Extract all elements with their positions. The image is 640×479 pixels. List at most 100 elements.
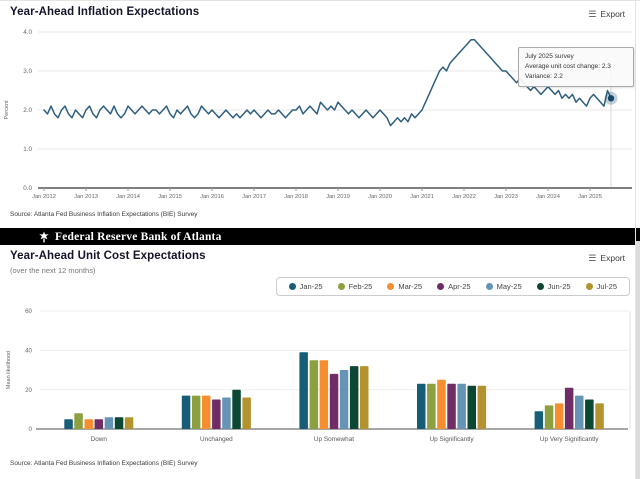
- bar-jul-25-up-very-significantly[interactable]: [595, 403, 604, 429]
- svg-text:20: 20: [25, 387, 32, 394]
- top-export-button[interactable]: ☰ Export: [585, 7, 628, 21]
- legend-label: Jul-25: [596, 282, 617, 291]
- svg-text:Jan 2012: Jan 2012: [32, 194, 56, 200]
- bar-jul-25-down[interactable]: [124, 417, 134, 429]
- svg-text:4.0: 4.0: [23, 29, 32, 36]
- inflation-expectations-line[interactable]: [43, 39, 612, 127]
- bar-may-25-down[interactable]: [104, 417, 114, 429]
- legend-dot-icon: [437, 283, 445, 290]
- bar-apr-25-unchanged[interactable]: [212, 399, 221, 430]
- bar-apr-25-up-very-significantly[interactable]: [564, 387, 574, 429]
- bar-y-axis-title: Mean likelihood: [6, 351, 12, 389]
- bar-jun-25-up-significantly[interactable]: [467, 385, 477, 429]
- svg-text:0.0: 0.0: [23, 185, 32, 192]
- bar-feb-25-unchanged[interactable]: [191, 395, 201, 429]
- legend-item-mar-25[interactable]: Mar-25: [387, 282, 422, 291]
- legend-item-feb-25[interactable]: Feb-25: [337, 282, 372, 291]
- bottom-source-note: Source: Atlanta Fed Business Inflation E…: [10, 460, 198, 467]
- bar-jan-25-up-significantly[interactable]: [417, 383, 426, 429]
- bar-jan-25-up-very-significantly[interactable]: [534, 411, 544, 429]
- bar-jul-25-up-significantly[interactable]: [477, 385, 487, 429]
- svg-text:Jan 2015: Jan 2015: [158, 194, 182, 200]
- bottom-export-button[interactable]: ☰ Export: [585, 251, 628, 265]
- bar-mar-25-down[interactable]: [84, 419, 94, 429]
- bar-jun-25-unchanged[interactable]: [232, 389, 241, 429]
- page-right-gutter: [636, 241, 640, 479]
- bottom-chart-title: Year-Ahead Unit Cost Expectations: [10, 250, 206, 262]
- bar-apr-25-up-significantly[interactable]: [447, 383, 456, 429]
- legend-dot-icon: [585, 283, 593, 290]
- bar-may-25-up-very-significantly[interactable]: [575, 395, 584, 429]
- legend-dot-icon: [536, 283, 544, 290]
- svg-text:Jan 2021: Jan 2021: [410, 194, 434, 200]
- chart-legend: Jan-25 Feb-25 Mar-25 Apr-25 May-25 Jun-25 Jul-…: [275, 277, 630, 296]
- bar-mar-25-up-significantly[interactable]: [437, 379, 446, 429]
- legend-item-jul-25[interactable]: Jul-25: [585, 282, 617, 291]
- top-export-label: Export: [600, 9, 625, 19]
- svg-text:Jan 2013: Jan 2013: [74, 194, 98, 200]
- legend-item-jan-25[interactable]: Jan-25: [288, 282, 323, 291]
- bar-apr-25-down[interactable]: [94, 419, 104, 429]
- svg-text:Jan 2025: Jan 2025: [578, 194, 602, 200]
- bar-feb-25-up-very-significantly[interactable]: [544, 405, 554, 429]
- bar-jan-25-unchanged[interactable]: [181, 395, 191, 429]
- bar-jun-25-down[interactable]: [114, 417, 124, 429]
- category-label: Up Significantly: [430, 436, 475, 443]
- svg-text:3.0: 3.0: [23, 68, 32, 75]
- chart-tooltip: July 2025 survey Average unit cost chang…: [518, 47, 634, 88]
- bottom-export-label: Export: [600, 253, 625, 263]
- legend-item-jun-25[interactable]: Jun-25: [536, 282, 571, 291]
- bar-jan-25-up-somewhat[interactable]: [299, 352, 308, 429]
- svg-text:Jan 2014: Jan 2014: [116, 194, 141, 200]
- category-label: Up Somewhat: [314, 436, 354, 443]
- svg-text:Jan 2016: Jan 2016: [200, 194, 224, 200]
- bar-group-up-significantly: [417, 379, 487, 429]
- bar-group-up-very-significantly: [534, 387, 604, 430]
- svg-text:Jan 2022: Jan 2022: [452, 194, 476, 200]
- bar-may-25-unchanged[interactable]: [222, 397, 231, 430]
- line-x-ticks: Jan 2012 Jan 2013 Jan 2014 Jan 2015 Jan 2016…: [32, 188, 602, 200]
- legend-dot-icon: [288, 283, 296, 290]
- bar-feb-25-up-significantly[interactable]: [427, 383, 436, 429]
- legend-dot-icon: [337, 283, 345, 290]
- tooltip-variance-line: Variance: 2.2: [525, 73, 563, 81]
- bar-mar-25-up-somewhat[interactable]: [319, 360, 329, 429]
- unit-cost-bar-chart[interactable]: 0 20 40 60 Mean likelihood Down Unchanged Up So…: [0, 303, 640, 455]
- bar-jan-25-down[interactable]: [64, 419, 73, 429]
- bar-mar-25-up-very-significantly[interactable]: [554, 403, 564, 429]
- bar-jun-25-up-very-significantly[interactable]: [585, 399, 594, 430]
- legend-item-may-25[interactable]: May-25: [485, 282, 522, 291]
- bar-jul-25-unchanged[interactable]: [242, 397, 251, 430]
- page-right-border: [635, 1, 636, 479]
- legend-label: Apr-25: [448, 282, 471, 291]
- inflation-expectations-panel: Year-Ahead Inflation Expectations ☰ Expo…: [0, 1, 640, 228]
- legend-label: Mar-25: [398, 282, 423, 291]
- legend-label: Jun-25: [547, 282, 571, 291]
- bar-jul-25-up-somewhat[interactable]: [360, 366, 369, 429]
- bottom-chart-subtitle: (over the next 12 months): [10, 266, 96, 275]
- atlanta-fed-banner: Federal Reserve Bank of Atlanta: [0, 228, 640, 245]
- bar-mar-25-unchanged[interactable]: [202, 395, 211, 429]
- svg-text:40: 40: [25, 348, 32, 355]
- svg-text:2.0: 2.0: [23, 107, 32, 114]
- svg-text:60: 60: [25, 308, 32, 315]
- legend-item-apr-25[interactable]: Apr-25: [437, 282, 471, 291]
- svg-text:Jan 2020: Jan 2020: [368, 194, 392, 200]
- top-chart-title: Year-Ahead Inflation Expectations: [10, 6, 200, 18]
- jul-2025-marker[interactable]: [607, 95, 615, 102]
- svg-text:Jan 2019: Jan 2019: [326, 194, 350, 200]
- bar-apr-25-up-somewhat[interactable]: [329, 373, 339, 429]
- svg-text:1.0: 1.0: [23, 146, 32, 153]
- bar-group-up-somewhat: [299, 352, 369, 429]
- bar-may-25-up-somewhat[interactable]: [339, 370, 349, 429]
- legend-label: May-25: [496, 282, 522, 291]
- bar-feb-25-up-somewhat[interactable]: [309, 360, 319, 429]
- bar-group-down: [64, 413, 134, 429]
- svg-text:Jan 2018: Jan 2018: [284, 194, 308, 200]
- bar-jun-25-up-somewhat[interactable]: [349, 366, 359, 429]
- bar-feb-25-down[interactable]: [74, 413, 83, 429]
- bar-may-25-up-significantly[interactable]: [457, 383, 466, 429]
- tooltip-survey-line: July 2025 survey: [525, 53, 574, 60]
